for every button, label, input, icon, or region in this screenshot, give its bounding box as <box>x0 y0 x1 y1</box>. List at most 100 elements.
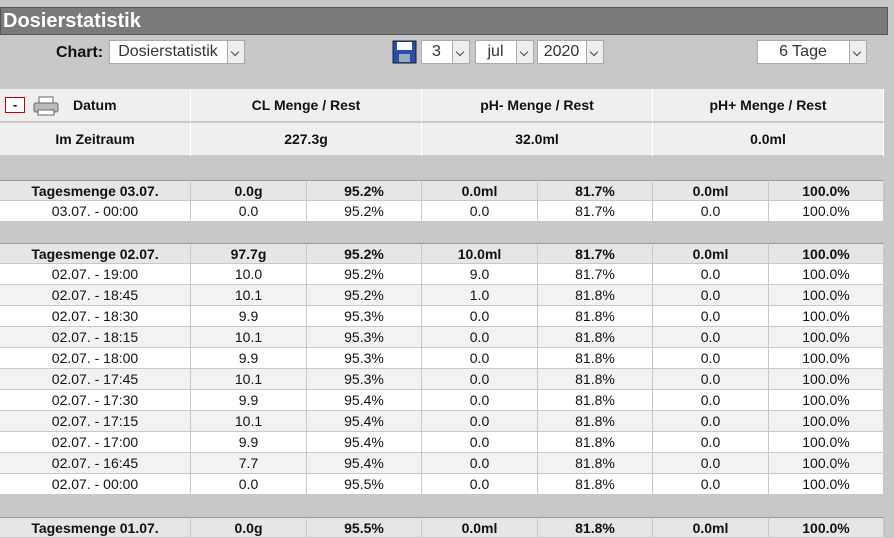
data-cell: 10.1 <box>191 327 307 348</box>
day-total: 95.2% <box>307 180 422 201</box>
data-cell: 0.0 <box>422 306 538 327</box>
data-cell: 100.0% <box>769 201 884 222</box>
data-cell: 95.2% <box>307 201 422 222</box>
dropdown-arrow <box>227 41 244 63</box>
data-cell: 10.0 <box>191 264 307 285</box>
data-cell: 0.0 <box>422 432 538 453</box>
summary-value: 32.0ml <box>422 123 653 157</box>
data-cell: 81.8% <box>538 285 653 306</box>
day-total: Tagesmenge 01.07. <box>0 517 191 538</box>
data-cell: 0.0 <box>191 474 307 495</box>
data-cell: 95.5% <box>307 474 422 495</box>
data-cell: 02.07. - 18:30 <box>0 306 191 327</box>
data-cell: 81.8% <box>538 390 653 411</box>
data-cell: 9.0 <box>422 264 538 285</box>
header-cell: pH- Menge / Rest <box>422 89 653 123</box>
data-cell: 100.0% <box>769 264 884 285</box>
data-cell: 100.0% <box>769 453 884 474</box>
data-cell: 0.0 <box>422 348 538 369</box>
data-cell: 81.8% <box>538 327 653 348</box>
dropdown-arrow <box>849 41 866 63</box>
collapse-button[interactable]: - <box>5 97 25 113</box>
data-cell: 0.0 <box>653 306 769 327</box>
data-cell: 0.0 <box>653 201 769 222</box>
data-cell: 10.1 <box>191 411 307 432</box>
data-cell: 81.8% <box>538 453 653 474</box>
data-cell: 100.0% <box>769 390 884 411</box>
data-cell: 95.2% <box>307 285 422 306</box>
data-cell: 100.0% <box>769 327 884 348</box>
day-total: Tagesmenge 02.07. <box>0 243 191 264</box>
data-cell: 100.0% <box>769 411 884 432</box>
data-cell: 0.0 <box>653 264 769 285</box>
data-cell: 02.07. - 17:45 <box>0 369 191 390</box>
select-text: 2020 <box>543 43 580 60</box>
data-cell: 02.07. - 19:00 <box>0 264 191 285</box>
data-cell: 02.07. - 18:15 <box>0 327 191 348</box>
day-total: 0.0ml <box>422 180 538 201</box>
select-text: 6 Tage <box>779 43 827 60</box>
data-cell: 81.7% <box>538 201 653 222</box>
day-total: 0.0g <box>191 180 307 201</box>
data-cell: 0.0 <box>422 327 538 348</box>
dropdown-arrow <box>516 41 533 63</box>
header-cell: CL Menge / Rest <box>191 89 422 123</box>
data-cell: 95.3% <box>307 369 422 390</box>
data-cell: 81.8% <box>538 348 653 369</box>
day-total: 95.2% <box>307 243 422 264</box>
summary-label: Im Zeitraum <box>0 123 191 157</box>
data-cell: 02.07. - 16:45 <box>0 453 191 474</box>
data-cell: 0.0 <box>422 411 538 432</box>
data-cell: 100.0% <box>769 348 884 369</box>
data-cell: 0.0 <box>191 201 307 222</box>
data-cell: 02.07. - 17:30 <box>0 390 191 411</box>
data-cell: 0.0 <box>653 348 769 369</box>
data-cell: 95.3% <box>307 327 422 348</box>
data-cell: 95.2% <box>307 264 422 285</box>
data-cell: 10.1 <box>191 285 307 306</box>
year-select[interactable]: 2020 <box>537 40 604 64</box>
save-icon[interactable] <box>392 40 417 64</box>
data-cell: 9.9 <box>191 390 307 411</box>
day-total: 0.0ml <box>653 180 769 201</box>
day-total: Tagesmenge 03.07. <box>0 180 191 201</box>
data-cell: 100.0% <box>769 306 884 327</box>
data-cell: 0.0 <box>422 369 538 390</box>
data-cell: 9.9 <box>191 306 307 327</box>
data-cell: 1.0 <box>422 285 538 306</box>
day-total: 100.0% <box>769 243 884 264</box>
summary-value: 227.3g <box>191 123 422 157</box>
print-icon[interactable] <box>33 96 59 116</box>
month-select[interactable]: jul <box>475 40 534 64</box>
data-cell: 0.0 <box>653 285 769 306</box>
header-cell: pH+ Menge / Rest <box>653 89 884 123</box>
header-text: Datum <box>73 97 117 113</box>
data-cell: 0.0 <box>653 474 769 495</box>
data-cell: 7.7 <box>191 453 307 474</box>
summary-value: 0.0ml <box>653 123 884 157</box>
data-cell: 02.07. - 17:15 <box>0 411 191 432</box>
chart-select[interactable]: Dosierstatistik <box>109 40 245 64</box>
data-cell: 0.0 <box>653 369 769 390</box>
data-cell: 95.4% <box>307 453 422 474</box>
range-select[interactable]: 6 Tage <box>757 40 867 64</box>
day-total: 100.0% <box>769 517 884 538</box>
day-total: 81.7% <box>538 243 653 264</box>
day-total: 10.0ml <box>422 243 538 264</box>
data-cell: 100.0% <box>769 285 884 306</box>
day-select[interactable]: 3 <box>421 40 470 64</box>
day-total: 0.0ml <box>653 517 769 538</box>
data-cell: 95.4% <box>307 432 422 453</box>
data-cell: 95.3% <box>307 306 422 327</box>
day-total: 0.0ml <box>653 243 769 264</box>
data-cell: 02.07. - 18:45 <box>0 285 191 306</box>
data-cell: 0.0 <box>422 390 538 411</box>
select-text: Dosierstatistik <box>118 43 218 60</box>
data-cell: 100.0% <box>769 474 884 495</box>
day-total: 81.7% <box>538 180 653 201</box>
day-total: 97.7g <box>191 243 307 264</box>
day-total: 81.8% <box>538 517 653 538</box>
data-cell: 10.1 <box>191 369 307 390</box>
data-cell: 95.3% <box>307 348 422 369</box>
